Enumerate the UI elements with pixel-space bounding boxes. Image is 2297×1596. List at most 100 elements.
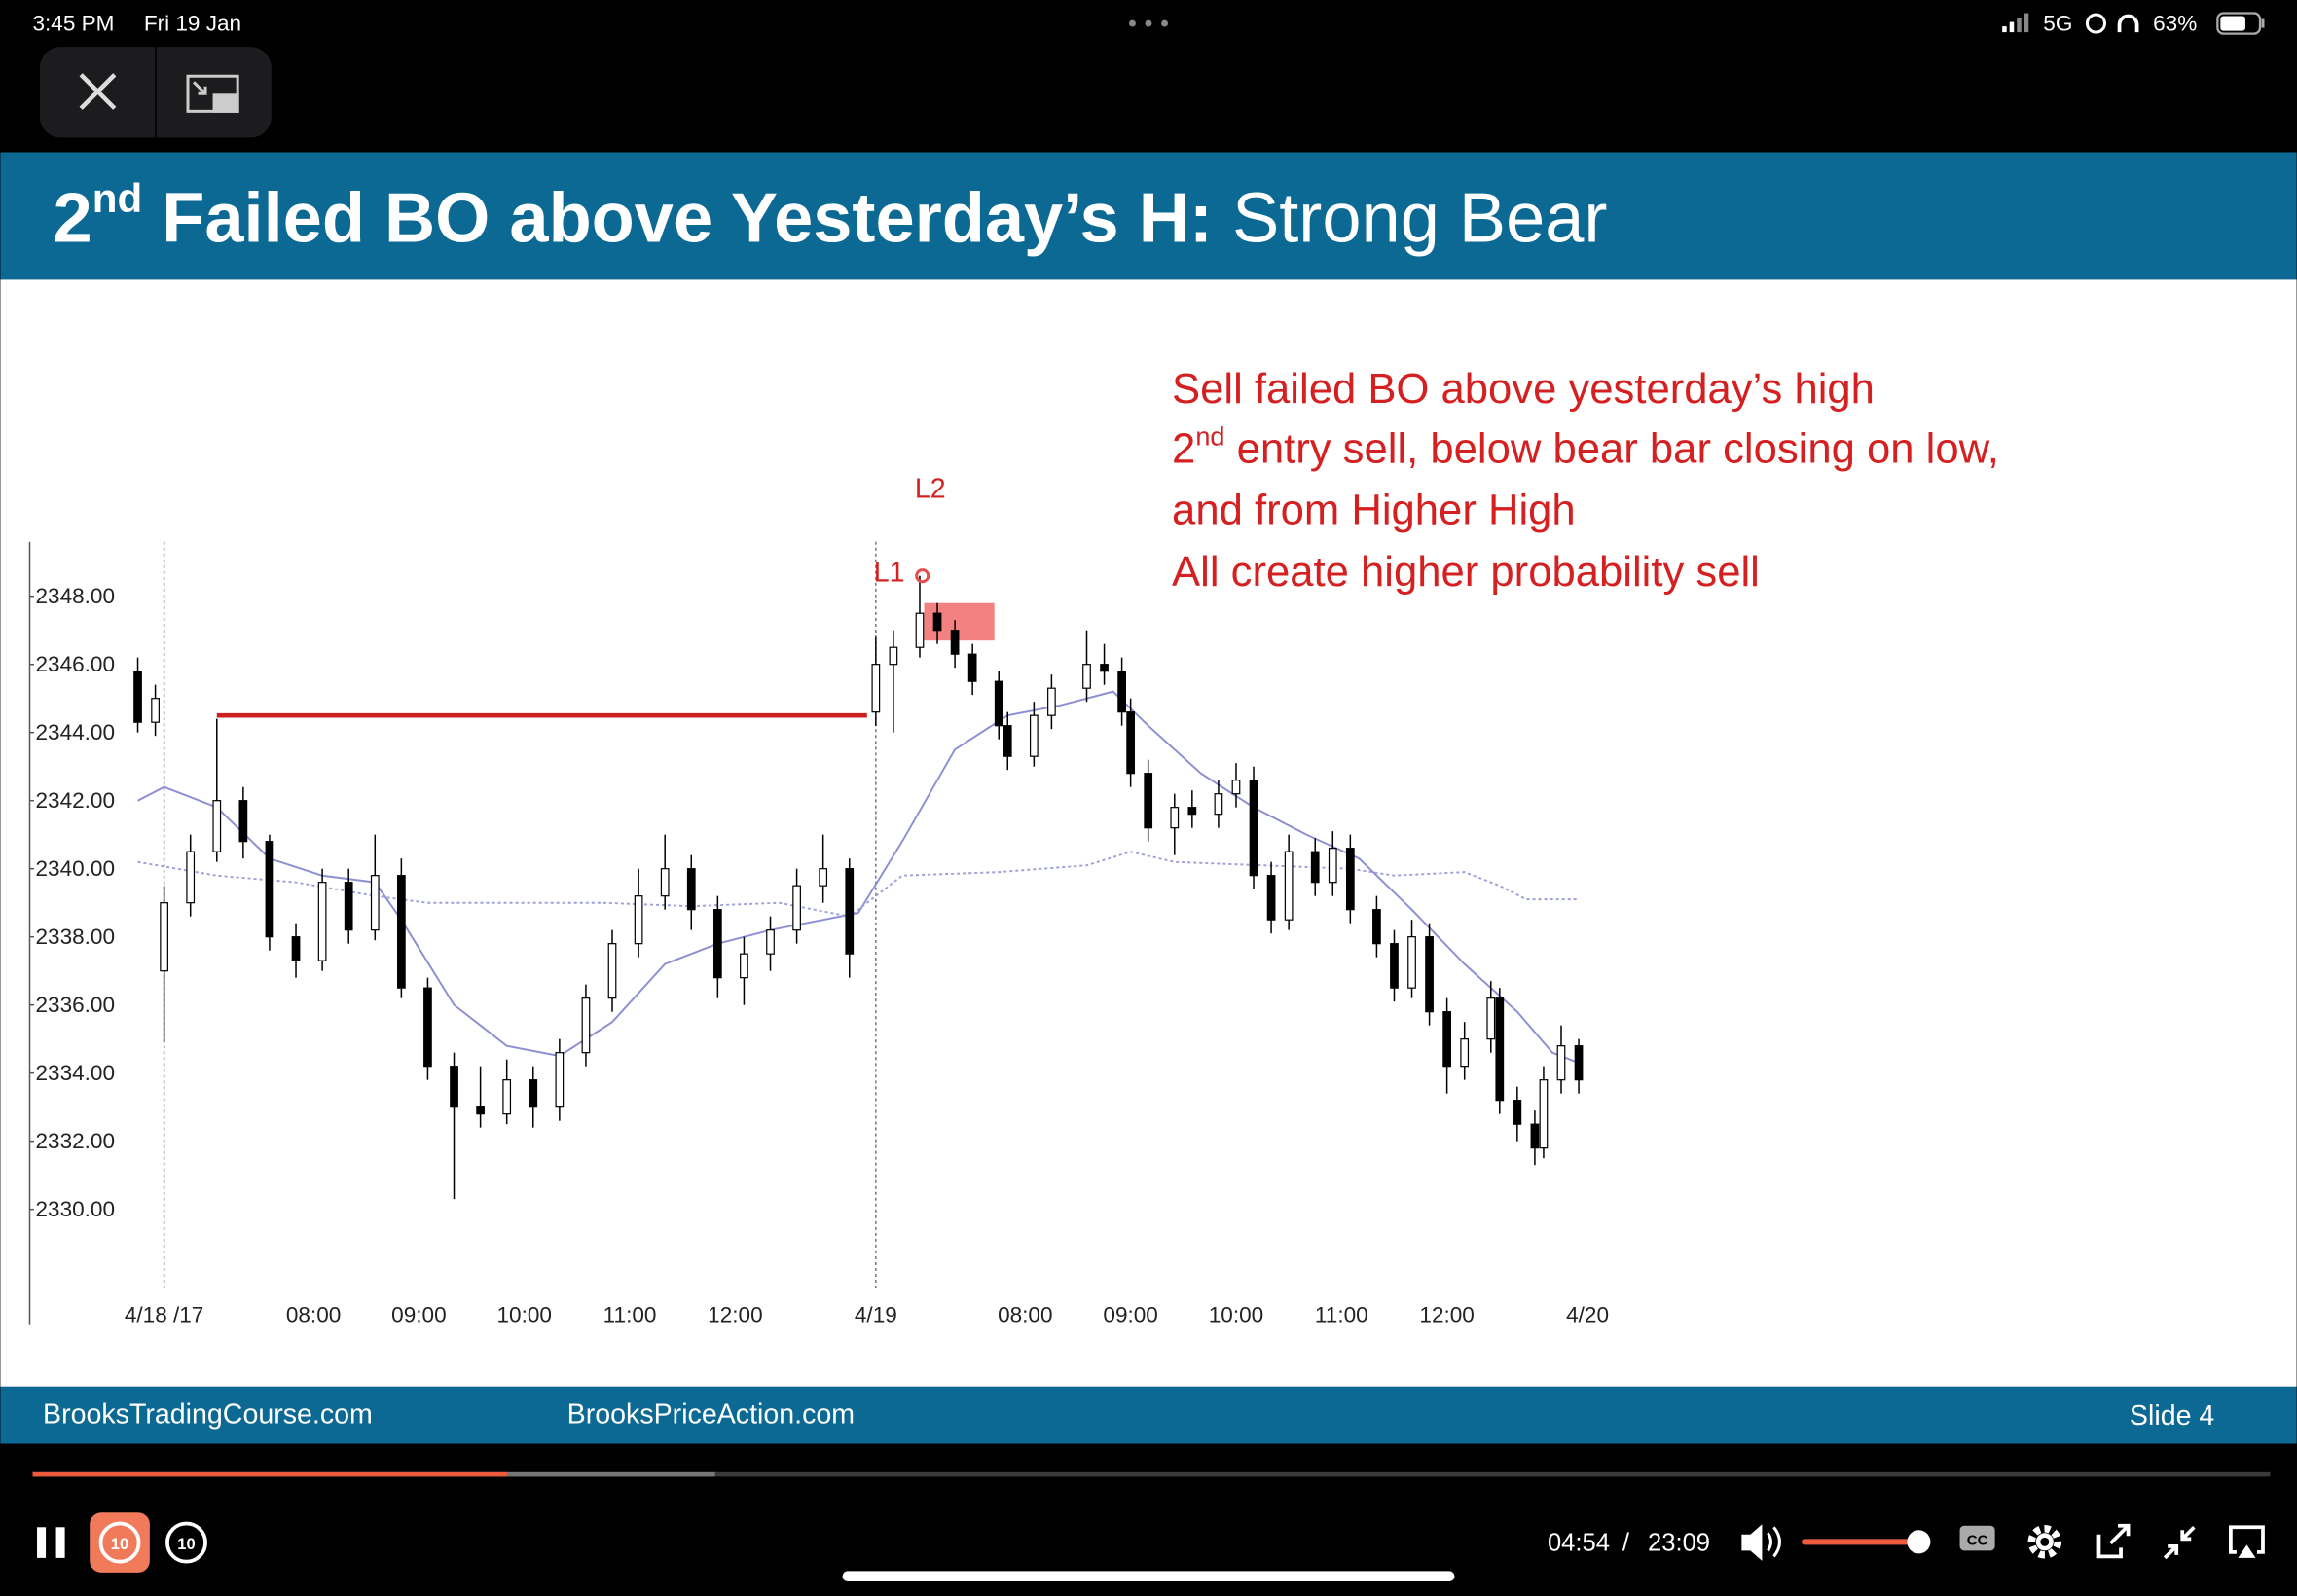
volume-slider[interactable] <box>1802 1530 1931 1554</box>
x-tick-label: 09:00 <box>391 1303 446 1327</box>
share-button[interactable] <box>2096 1523 2131 1559</box>
candle-body <box>476 1106 485 1115</box>
battery-percent: 63% <box>2153 12 2197 36</box>
candle-body <box>212 800 222 852</box>
battery-icon <box>2216 12 2265 35</box>
candle-body <box>1442 1011 1451 1068</box>
candle-body <box>1372 909 1381 945</box>
title-ordinal: 2 <box>54 179 92 257</box>
x-tick-label: 12:00 <box>708 1303 762 1327</box>
note-line: All create higher probability sell <box>1172 549 1760 596</box>
progress-track <box>32 1471 2271 1477</box>
candle-body <box>1126 711 1136 775</box>
exit-fullscreen-button[interactable] <box>2163 1525 2196 1560</box>
candle-body <box>712 909 722 979</box>
candle-body <box>1495 998 1505 1102</box>
network: 5G <box>2043 12 2072 36</box>
candle-body <box>1460 1038 1470 1068</box>
candle-body <box>265 841 274 938</box>
candle-body <box>1117 671 1126 713</box>
candle-body <box>502 1079 512 1115</box>
restore-button[interactable] <box>186 74 239 113</box>
candle-body <box>396 875 406 989</box>
candle-body <box>1539 1079 1549 1149</box>
x-tick-label: 09:00 <box>1103 1303 1157 1327</box>
candle-body <box>871 664 881 713</box>
airplay-button[interactable] <box>2229 1525 2265 1558</box>
settings-button[interactable] <box>2027 1525 2062 1559</box>
candle-body <box>792 885 801 931</box>
notes: Sell failed BO above yesterday’s high 2n… <box>1172 366 1999 596</box>
y-tick-label: 2336.00 <box>36 993 116 1017</box>
candle-body <box>932 612 942 632</box>
candle-body <box>1047 687 1056 716</box>
pause-button[interactable] <box>37 1527 65 1558</box>
title-band <box>0 152 2297 280</box>
candle-body <box>1187 807 1197 816</box>
x-tick-label: 4/18 /17 <box>125 1303 204 1327</box>
candle-body <box>1513 1100 1522 1125</box>
annotation: L2 <box>915 474 946 505</box>
candle-body <box>1100 664 1109 672</box>
y-tick-label: 2348.00 <box>36 584 116 608</box>
note-ordinal: 2 <box>1172 425 1195 472</box>
elapsed-time: 04:54 <box>1548 1529 1610 1556</box>
candle-body <box>915 612 925 648</box>
more-dots[interactable] <box>1128 19 1169 27</box>
candle-body <box>740 953 748 979</box>
played-bar <box>32 1471 507 1477</box>
y-tick-label: 2338.00 <box>36 925 116 949</box>
footer-band <box>0 1386 2297 1444</box>
y-tick-label: 2346.00 <box>36 652 116 676</box>
candle-body <box>1310 851 1320 884</box>
title-bold: Failed BO above Yesterday’s H: <box>162 179 1213 257</box>
candle-body <box>529 1079 538 1108</box>
candle-body <box>1530 1123 1540 1149</box>
candle-body <box>370 875 380 931</box>
note-line: Sell failed BO above yesterday’s high <box>1172 366 1875 413</box>
candle-body <box>450 1066 458 1108</box>
candle-body <box>1170 807 1180 829</box>
candle-body <box>1556 1045 1566 1081</box>
candle-body <box>555 1052 565 1108</box>
time-separator: / <box>1622 1529 1630 1556</box>
candle-body <box>1390 943 1399 989</box>
footer-link: BrooksPriceAction.com <box>567 1398 855 1430</box>
duration: 23:09 <box>1648 1529 1710 1556</box>
candle-body <box>950 630 960 655</box>
candle-body <box>1082 664 1091 689</box>
home-indicator <box>842 1571 1455 1581</box>
rewind-button[interactable] <box>90 1512 150 1573</box>
close-button[interactable] <box>79 73 117 110</box>
chart: 2330.00 2332.00 2334.00 2336.00 2338.00 2340.… <box>28 541 1609 1327</box>
candle-body <box>766 929 775 955</box>
volume-level <box>1802 1539 1919 1545</box>
candle-body <box>634 895 643 945</box>
note-line: and from Higher High <box>1172 488 1576 534</box>
forward-label: 10 <box>177 1535 195 1553</box>
x-tick-label: 08:00 <box>286 1303 341 1327</box>
progress-bar[interactable] <box>32 1471 2271 1477</box>
candle-body <box>1231 780 1241 795</box>
candle-body <box>889 646 898 666</box>
volume-icon[interactable] <box>1741 1524 1781 1561</box>
forward-button[interactable] <box>165 1521 207 1564</box>
candle-body <box>819 868 828 887</box>
date: Fri 19 Jan <box>144 12 241 36</box>
candle-body <box>1266 875 1276 921</box>
y-tick-label: 2344.00 <box>36 720 116 744</box>
x-tick-label: 08:00 <box>998 1303 1052 1327</box>
candle-body <box>317 882 327 961</box>
y-tick-label: 2340.00 <box>36 856 116 881</box>
candle-body <box>660 868 670 897</box>
x-tick-label: 10:00 <box>497 1303 552 1327</box>
captions-button[interactable]: CC <box>1959 1525 1995 1551</box>
title-ordinal-suffix: nd <box>92 175 142 221</box>
candle-body <box>686 868 696 911</box>
signal-icon <box>2002 13 2029 33</box>
note-text: entry sell, below bear bar closing on lo… <box>1237 425 1999 472</box>
note-ordinal-suffix: nd <box>1195 420 1224 451</box>
candle-body <box>1486 998 1496 1040</box>
